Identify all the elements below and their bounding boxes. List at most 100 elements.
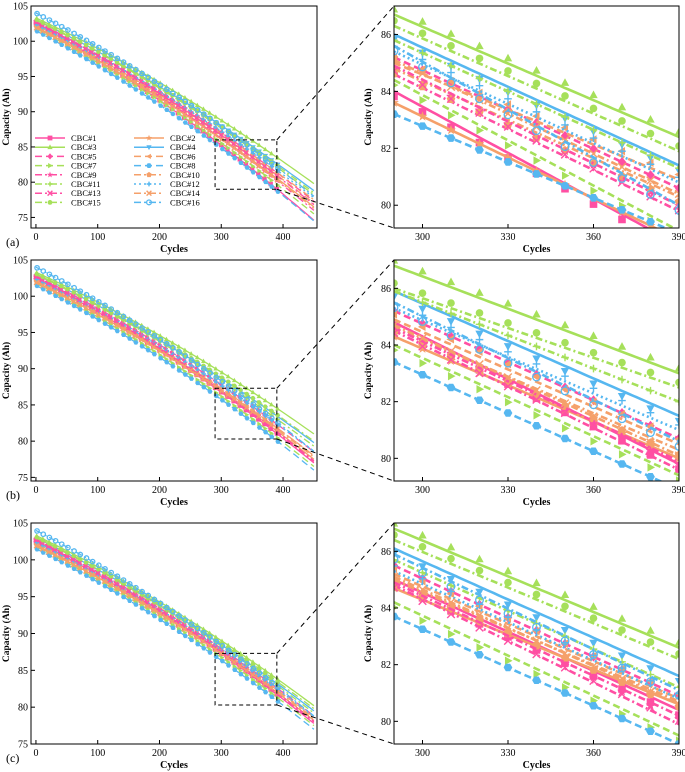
- data-point-cbc13: [162, 94, 169, 101]
- data-point-cbc14: [674, 700, 679, 709]
- data-point-cbc16: [120, 577, 127, 583]
- data-point-cbc13: [181, 106, 187, 113]
- data-point-cbc15: [46, 23, 52, 29]
- data-point-cbc8: [256, 685, 262, 690]
- data-point-cbc14: [255, 413, 262, 419]
- data-point-cbc3: [157, 333, 163, 338]
- data-point-cbc12: [504, 94, 512, 103]
- data-point-cbc2: [268, 171, 274, 177]
- data-point-cbc13: [224, 653, 231, 659]
- data-point-cbc13: [187, 111, 194, 117]
- data-point-cbc13: [95, 570, 101, 577]
- data-point-cbc14: [268, 685, 274, 691]
- data-point-cbc14: [674, 451, 679, 460]
- data-point-cbc7: [189, 119, 194, 125]
- data-point-cbc14: [188, 115, 194, 122]
- data-point-cbc11: [589, 126, 598, 134]
- data-point-cbc16: [418, 62, 427, 72]
- data-point-cbc14: [225, 141, 231, 147]
- data-point-cbc14: [194, 634, 200, 640]
- data-point-cbc7: [618, 450, 627, 459]
- data-point-cbc8: [263, 690, 269, 695]
- data-point-cbc3: [238, 381, 243, 387]
- data-point-cbc16: [182, 353, 189, 359]
- y-tick-label: 86: [381, 30, 391, 41]
- data-point-cbc16: [163, 340, 170, 347]
- data-point-cbc15: [646, 129, 655, 138]
- data-point-cbc16: [139, 588, 145, 595]
- data-point-cbc3: [589, 331, 598, 339]
- series-line-cbc3: [394, 264, 679, 375]
- data-point-cbc7: [257, 681, 262, 687]
- data-point-cbc14: [58, 38, 64, 44]
- y-tick-label: 90: [18, 364, 28, 375]
- data-point-cbc4: [674, 678, 679, 686]
- data-point-cbc15: [65, 550, 70, 555]
- data-point-cbc14: [83, 305, 89, 311]
- data-point-cbc8: [201, 646, 207, 651]
- data-point-cbc15: [269, 408, 274, 413]
- data-point-cbc11: [447, 309, 455, 318]
- data-point-cbc8: [207, 389, 213, 394]
- data-point-cbc4: [560, 627, 570, 635]
- data-point-cbc16: [262, 410, 269, 417]
- x-axis-label: Cycles: [523, 244, 551, 255]
- data-point-cbc14: [212, 132, 219, 138]
- zoom-connector: [276, 188, 395, 229]
- y-tick-label: 80: [18, 703, 28, 714]
- data-point-cbc13: [418, 80, 427, 90]
- y-axis-label: Capacity (Ah): [363, 88, 374, 145]
- data-point-cbc15: [71, 290, 76, 295]
- data-point-cbc15: [59, 547, 64, 552]
- x-axis-label: Cycles: [160, 497, 188, 508]
- data-point-cbc8: [46, 553, 52, 558]
- data-point-cbc3: [262, 146, 268, 152]
- data-point-cbc8: [418, 370, 427, 379]
- data-point-cbc3: [262, 397, 268, 403]
- data-point-cbc8: [127, 598, 133, 603]
- data-point-cbc11: [561, 353, 569, 362]
- data-point-cbc7: [226, 659, 231, 665]
- data-point-cbc5: [132, 73, 138, 80]
- data-point-cbc8: [589, 194, 598, 202]
- data-point-cbc9: [617, 686, 627, 696]
- data-point-cbc14: [175, 359, 182, 366]
- data-point-cbc16: [560, 142, 570, 152]
- data-point-cbc14: [150, 91, 157, 98]
- data-point-cbc14: [33, 25, 40, 31]
- data-point-cbc15: [263, 670, 268, 676]
- data-point-cbc15: [250, 395, 256, 401]
- data-point-cbc16: [250, 146, 257, 153]
- data-point-cbc14: [194, 371, 200, 377]
- data-point-cbc2: [132, 79, 138, 85]
- data-point-cbc8: [244, 165, 250, 170]
- y-tick-label: 82: [381, 397, 391, 408]
- data-point-cbc13: [446, 355, 456, 365]
- data-point-cbc7: [269, 690, 275, 696]
- data-point-cbc3: [394, 6, 399, 13]
- data-point-cbc14: [132, 596, 138, 602]
- data-point-cbc15: [269, 675, 274, 680]
- data-point-cbc3: [201, 358, 206, 363]
- data-point-cbc13: [101, 56, 107, 63]
- data-point-cbc8: [53, 39, 59, 44]
- data-point-cbc3: [646, 626, 655, 634]
- series-line-cbc15: [394, 538, 679, 661]
- data-point-cbc1: [646, 451, 655, 459]
- data-point-cbc3: [250, 138, 256, 143]
- data-point-cbc16: [532, 622, 541, 632]
- data-point-cbc7: [232, 150, 237, 155]
- data-point-cbc5: [132, 326, 138, 333]
- series-group: [394, 260, 679, 481]
- data-point-cbc7: [476, 385, 485, 394]
- data-point-cbc8: [674, 740, 679, 744]
- data-point-cbc16: [213, 374, 220, 381]
- data-point-cbc14: [503, 109, 513, 118]
- data-point-cbc12: [251, 404, 256, 410]
- data-point-cbc3: [268, 672, 274, 677]
- data-point-cbc7: [176, 111, 182, 117]
- data-point-cbc14: [503, 623, 513, 633]
- data-point-cbc15: [561, 338, 569, 347]
- data-point-cbc3: [560, 590, 570, 599]
- data-point-cbc8: [244, 676, 250, 681]
